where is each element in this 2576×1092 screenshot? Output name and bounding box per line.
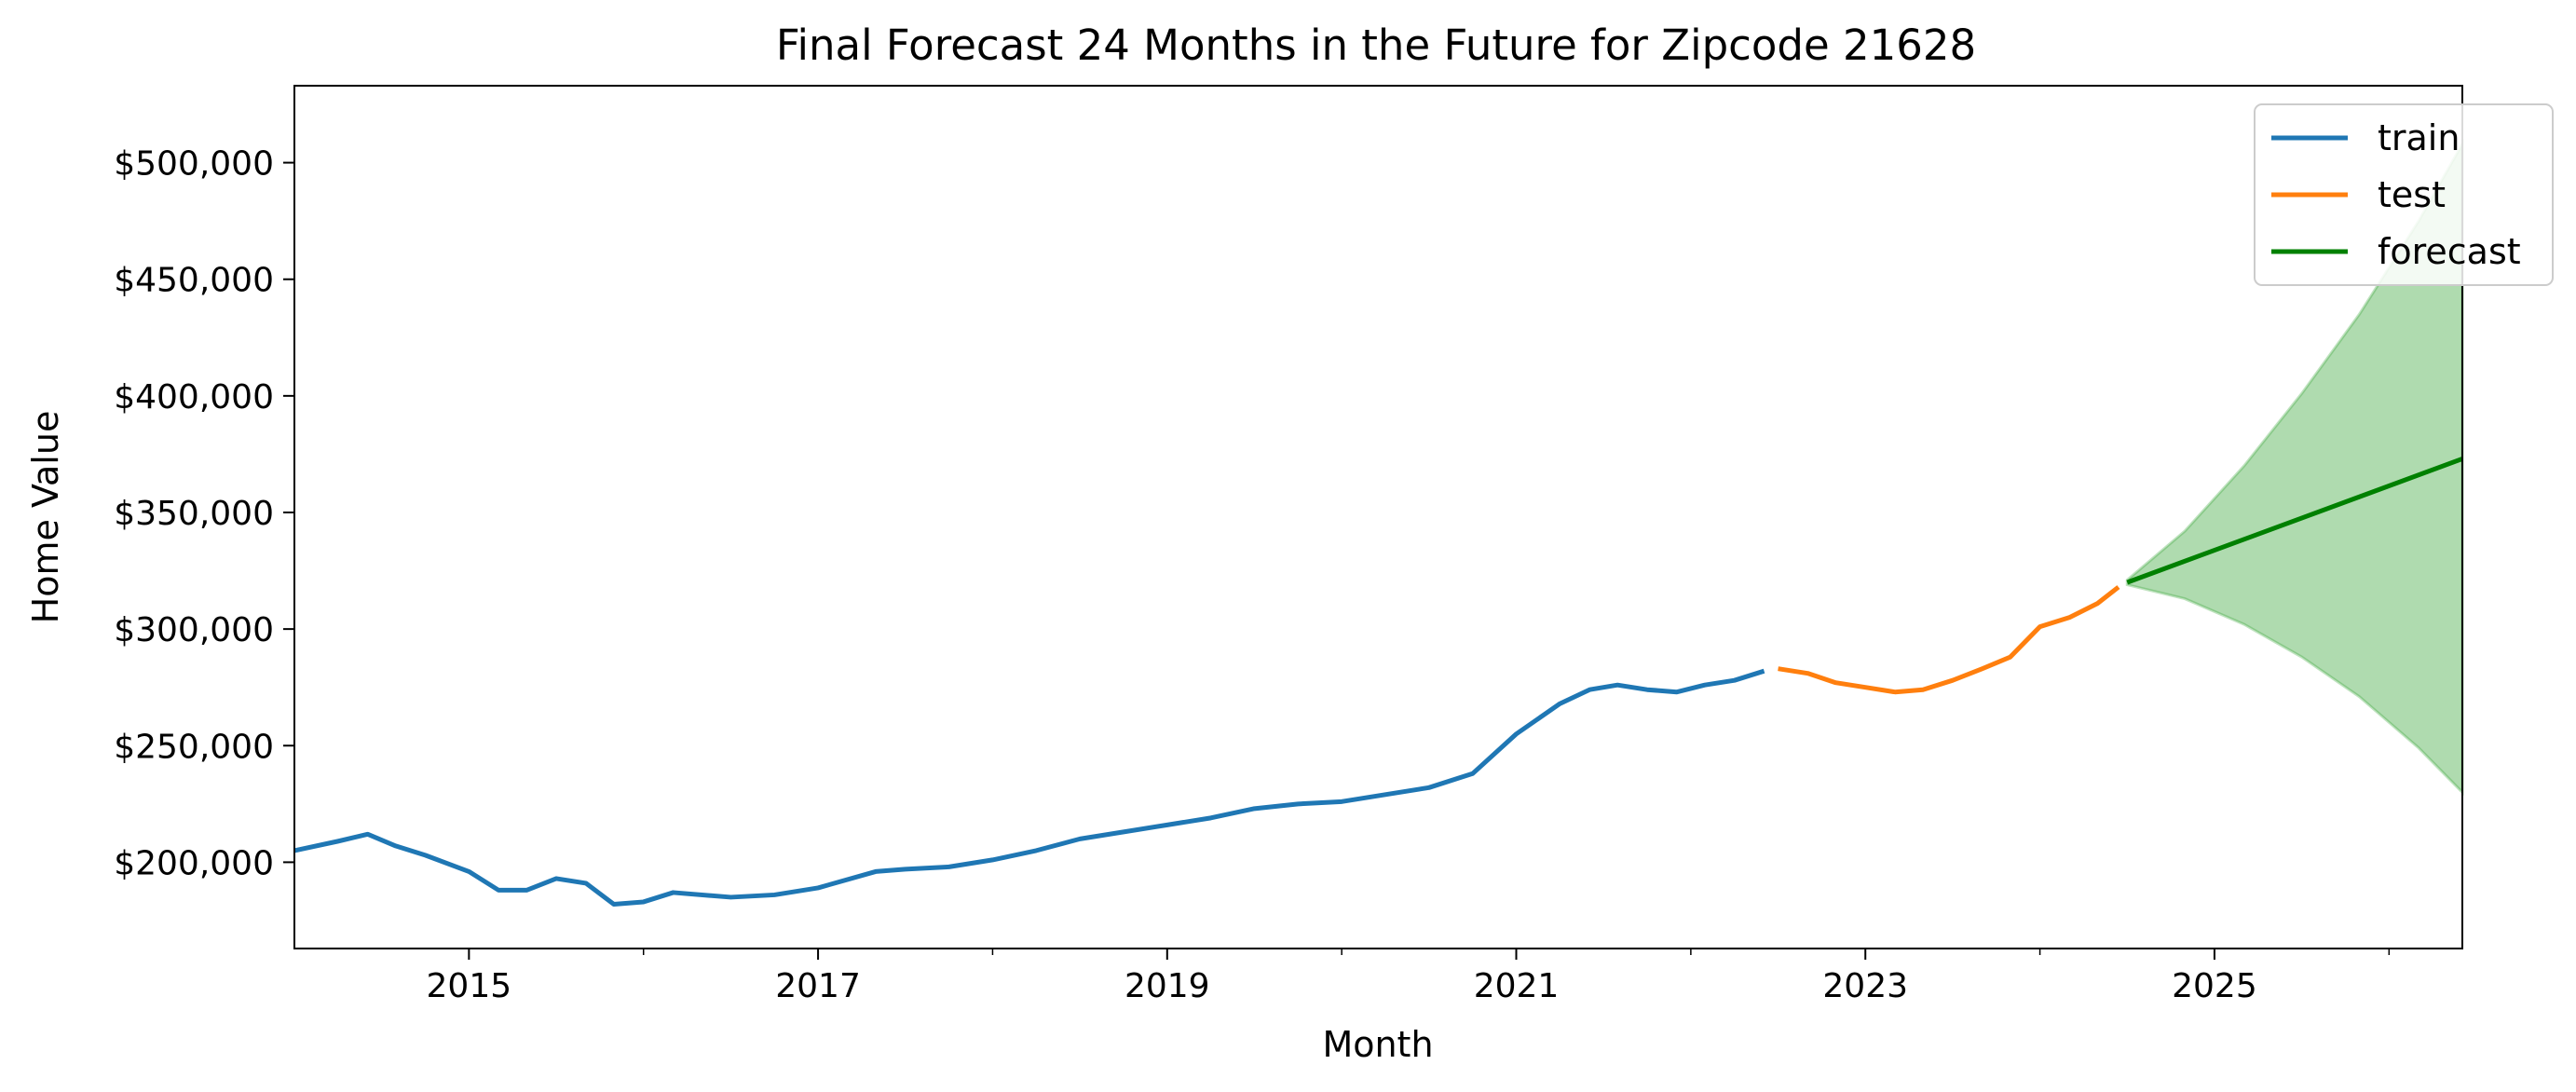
x-tick-label: 2023 [1822, 967, 1908, 1005]
series-line-forecast [2126, 457, 2463, 585]
series-layer [293, 457, 2463, 907]
x-tick-label: 2025 [2172, 967, 2257, 1005]
series-line-train [293, 668, 1765, 907]
legend-box [2254, 103, 2554, 286]
plot-area-frame [293, 85, 2463, 949]
y-axis: $200,000 $250,000 $300,000 $350,000 $400,000… [114, 145, 294, 882]
y-tick-label: $400,000 [114, 378, 274, 416]
y-tick-label: $350,000 [114, 495, 274, 533]
y-tick-label: $250,000 [114, 728, 274, 766]
x-tick-label: 2017 [775, 967, 861, 1005]
y-tick-label: $300,000 [114, 611, 274, 649]
legend-label-test: test [2378, 174, 2446, 215]
legend: train test forecast [2254, 103, 2554, 286]
y-tick-label: $450,000 [114, 262, 274, 300]
chart-title: Final Forecast 24 Months in the Future f… [776, 20, 1976, 70]
x-tick-label: 2021 [1474, 967, 1560, 1005]
legend-label-forecast: forecast [2378, 231, 2521, 272]
legend-label-train: train [2378, 117, 2460, 158]
y-tick-label: $200,000 [114, 844, 274, 882]
x-axis-label: Month [1322, 1024, 1433, 1065]
x-axis: 2015 2017 2019 2021 2023 2025 [427, 949, 2391, 1005]
y-tick-label: $500,000 [114, 145, 274, 184]
x-tick-label: 2015 [427, 967, 512, 1005]
series-line-test [1778, 585, 2120, 695]
x-tick-label: 2019 [1124, 967, 1210, 1005]
y-axis-label: Home Value [25, 411, 66, 624]
